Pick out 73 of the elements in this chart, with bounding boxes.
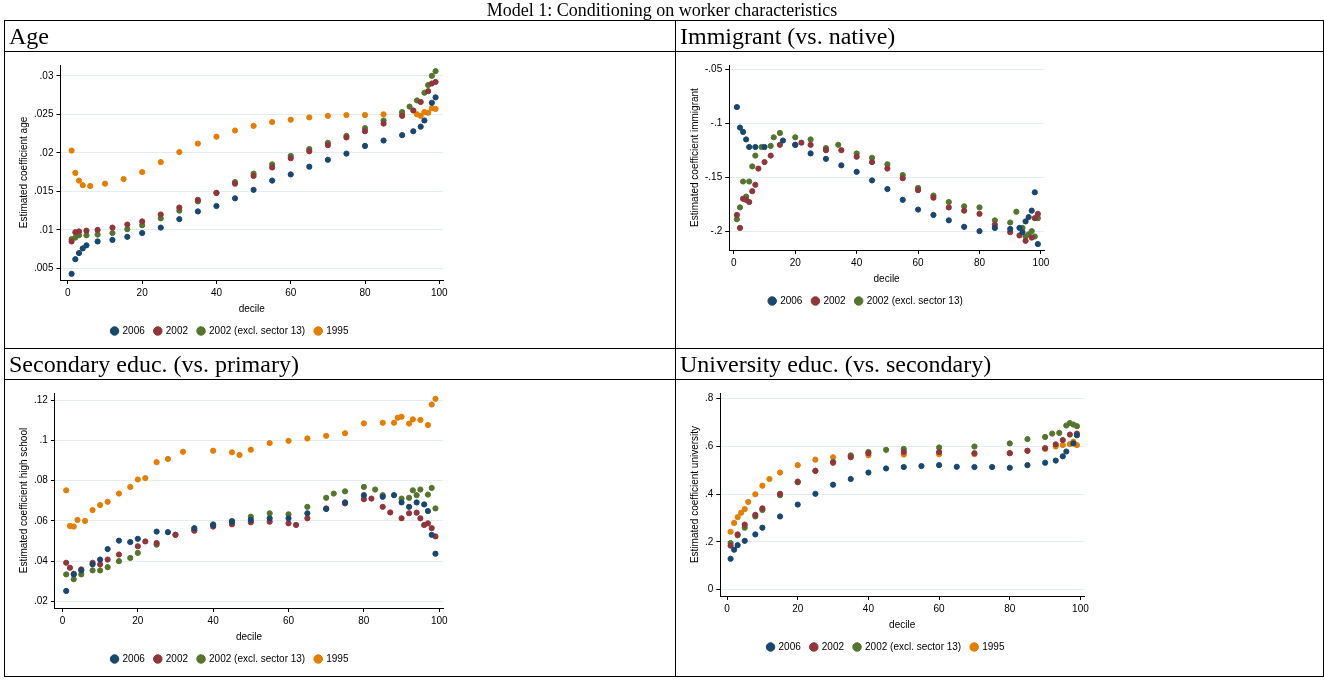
legend-label: 1995 [326,652,349,664]
x-tick-label: 20 [792,602,804,614]
x-tick-label: 40 [210,286,223,298]
x-tick-label: 100 [430,286,449,298]
y-tick-label: .03 [39,69,54,81]
y-tick-label: .1 [39,434,49,446]
x-tick-label: 20 [789,256,802,268]
x-tick-label: 60 [282,614,295,626]
y-axis-title: Estimated coefficient immigrant [688,87,700,227]
legend-label: 2006 [778,640,802,652]
legend-label: 2002 [165,324,189,336]
x-tick-label: 100 [1032,256,1050,268]
x-axis-title: decile [889,618,916,630]
legend-label: 2002 [165,652,189,664]
x-tick-label: 20 [136,286,149,298]
y-tick-label: -.2 [710,224,723,236]
legend-label: 2002 (excl. sector 13) [866,294,963,306]
legend-label: 2002 (excl. sector 13) [209,324,306,336]
y-tick-label: -.15 [705,170,723,182]
legend-label: 2002 (excl. sector 13) [209,652,306,664]
y-tick-label: .2 [705,535,714,547]
y-tick-label: .01 [39,223,54,235]
x-tick-label: 40 [851,256,863,268]
y-axis-title: Estimated coefficient age [17,116,29,229]
y-axis-title: Estimated coefficient high school [17,427,29,574]
legend-label: 2002 (excl. sector 13) [865,640,962,652]
x-tick-label: 0 [724,602,731,614]
y-tick-label: 0 [707,583,714,595]
x-tick-label: 80 [358,614,370,626]
y-tick-label: .4 [705,487,714,499]
y-tick-label: .005 [33,262,54,274]
y-tick-label: -.1 [710,117,723,128]
y-axis-title: Estimated coefficient university [688,425,700,564]
text: Model 1: Conditioning on worker characteristics [485,0,839,20]
y-tick-label: .02 [34,595,49,607]
y-tick-label: .04 [34,554,49,566]
x-tick-label: 0 [59,614,66,626]
x-tick-label: 80 [973,256,986,268]
legend-label: 1995 [326,324,349,336]
x-tick-label: 40 [207,614,220,626]
y-tick-label: .8 [705,392,714,404]
x-axis-title: decile [873,272,901,284]
x-tick-label: 0 [65,286,72,298]
y-tick-label: .6 [705,440,714,452]
chart-title: University educ. (vs. secondary) [675,348,1324,380]
x-tick-label: 20 [132,614,144,626]
y-tick-label: .06 [34,514,49,526]
legend-label: 2002 [823,294,847,306]
x-tick-label: 100 [1072,602,1090,614]
x-tick-label: 80 [1004,602,1016,614]
x-tick-label: 0 [731,256,738,268]
x-tick-label: 40 [862,602,875,614]
x-tick-label: 100 [430,614,449,626]
y-tick-label: -.05 [705,63,723,75]
legend-label: 2006 [122,324,146,336]
legend-label: 2006 [780,294,803,306]
x-tick-label: 60 [285,286,297,298]
x-axis-title: decile [235,630,263,642]
y-tick-label: .08 [34,474,49,486]
legend-label: 1995 [982,640,1005,652]
x-tick-label: 80 [359,286,372,298]
y-tick-label: .12 [34,393,49,405]
legend-label: 2002 [821,640,845,652]
chart-title: Immigrant (vs. native) [675,20,1324,52]
y-tick-label: .015 [33,185,54,197]
x-tick-label: 60 [933,602,946,614]
chart-title: Secondary educ. (vs. primary) [4,348,676,380]
y-tick-label: .025 [33,108,54,120]
x-tick-label: 60 [912,256,925,268]
x-axis-title: decile [238,302,266,314]
legend-label: 2006 [122,652,146,664]
chart-title: Age [4,20,676,52]
y-tick-label: .02 [39,146,54,158]
